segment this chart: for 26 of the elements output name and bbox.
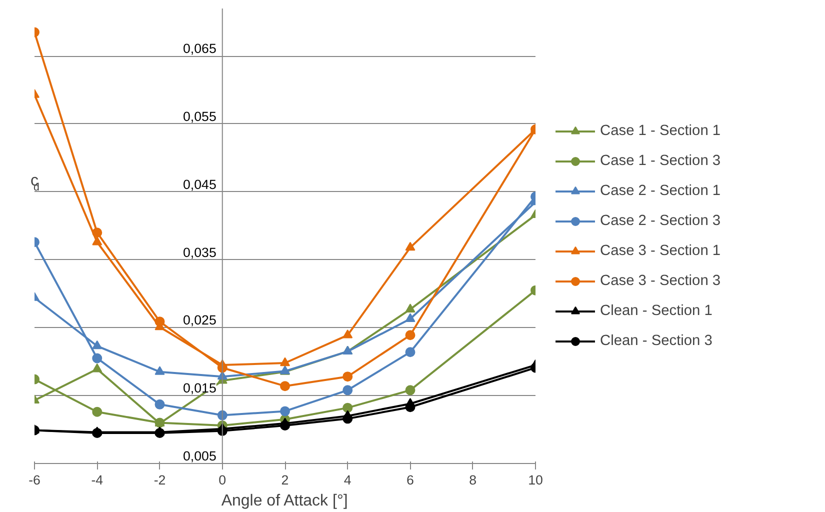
legend-label: Case 1 - Section 1: [600, 122, 721, 138]
x-tick-label: 4: [344, 472, 352, 488]
y-tick-label: 0,015: [183, 380, 216, 396]
legend-label: Case 3 - Section 1: [600, 242, 721, 258]
x-tick-label: 10: [528, 472, 543, 488]
legend-label: Case 2 - Section 1: [600, 182, 721, 198]
legend-label: Case 1 - Section 3: [600, 152, 721, 168]
y-axis-title: cd: [30, 172, 40, 194]
y-tick-label: 0,025: [183, 312, 216, 328]
x-tick-label: -4: [91, 472, 104, 488]
x-tick-label: 6: [406, 472, 414, 488]
y-tick-label: 0,065: [183, 41, 216, 56]
y-tick-label: 0,055: [183, 108, 216, 124]
legend-label: Clean - Section 1: [600, 302, 712, 318]
x-tick-label: -2: [154, 472, 166, 488]
y-tick-label: 0,035: [183, 244, 216, 260]
x-tick-label: -6: [28, 472, 40, 488]
y-tick-label: 0,005: [183, 448, 216, 464]
legend-label: Case 2 - Section 3: [600, 212, 721, 228]
x-axis-title: Angle of Attack [°]: [221, 492, 348, 510]
x-tick-label: 2: [281, 472, 289, 488]
x-tick-label: 8: [469, 472, 477, 488]
y-tick-label: 0,045: [183, 176, 216, 192]
legend-label: Case 3 - Section 3: [600, 272, 721, 288]
legend-label: Clean - Section 3: [600, 332, 712, 348]
x-tick-label: 0: [218, 472, 226, 488]
